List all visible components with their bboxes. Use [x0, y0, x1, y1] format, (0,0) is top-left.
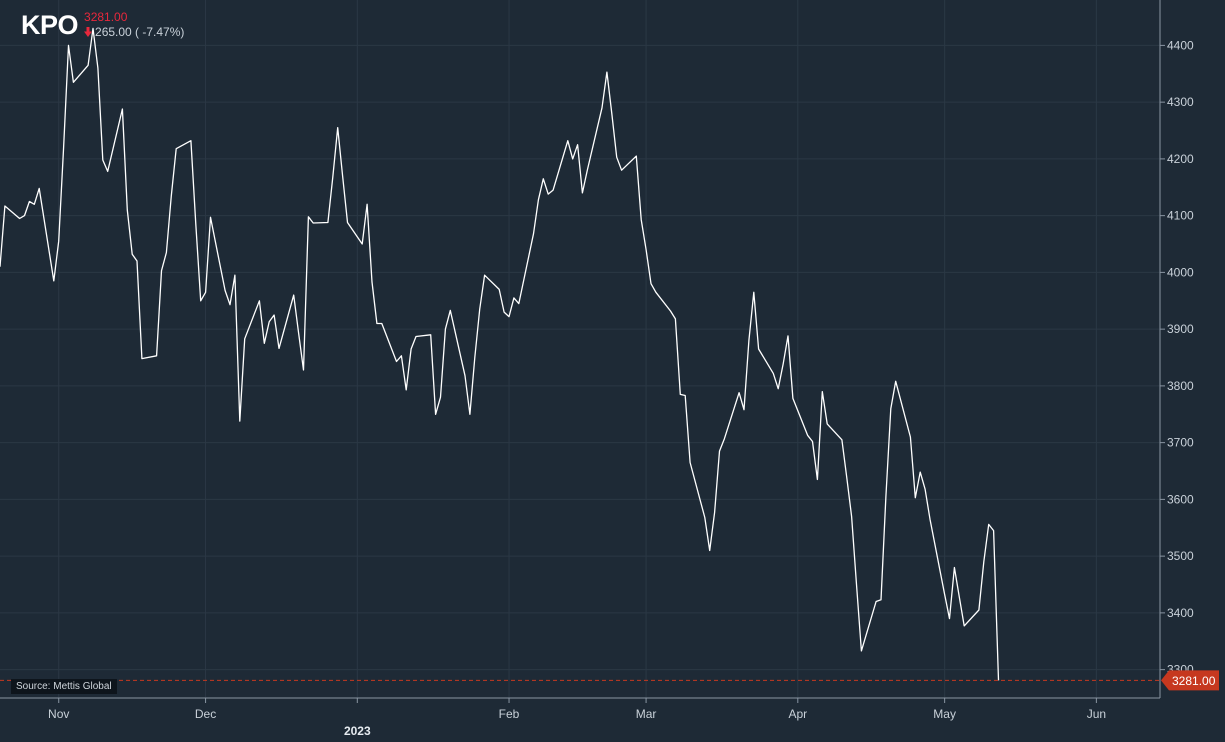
x-tick-label: Jun [1087, 707, 1106, 721]
last-price-marker: 3281.00 [0, 670, 1219, 691]
series-layer [0, 27, 1000, 681]
y-tick-label: 3600 [1167, 492, 1194, 506]
ticker-symbol: KPO [21, 10, 79, 40]
y-tick-label: 4100 [1167, 209, 1194, 223]
source-label: Source: Mettis Global [11, 679, 117, 694]
x-tick-label: Apr [788, 707, 807, 721]
change-row: 265.00 ( -7.47%) [84, 24, 184, 40]
quote-block: 3281.00 265.00 ( -7.47%) [84, 10, 184, 40]
x-tick-label: Feb [499, 707, 520, 721]
y-tick-label: 4400 [1167, 38, 1194, 52]
chart-header: KPO 3281.00 265.00 ( -7.47%) [21, 10, 184, 40]
y-tick-label: 3400 [1167, 606, 1194, 620]
x-tick-label: Nov [48, 707, 69, 721]
x-tick-label: Dec [195, 707, 216, 721]
y-tick-label: 3800 [1167, 379, 1194, 393]
y-tick-label: 3900 [1167, 322, 1194, 336]
last-price: 3281.00 [84, 10, 128, 24]
axis-layer: 4400 4300 4200 4100 4000 3900 3800 3700 3600 3500… [0, 0, 1194, 738]
price-line[interactable] [0, 27, 1000, 681]
y-tick-label: 3500 [1167, 549, 1194, 563]
x-tick-label: May [933, 707, 956, 721]
y-tick-label: 4300 [1167, 95, 1194, 109]
y-tick-label: 3700 [1167, 436, 1194, 450]
x-tick-label: Mar [636, 707, 657, 721]
y-tick-label: 4200 [1167, 152, 1194, 166]
last-price-tag-label: 3281.00 [1172, 674, 1216, 688]
last-price-tag [1161, 670, 1219, 691]
y-tick-label: 4000 [1167, 265, 1194, 279]
x-tick-label: 2023 [344, 724, 371, 738]
price-change: 265.00 ( -7.47%) [95, 25, 185, 39]
down-triangle-icon [84, 27, 93, 37]
grid-layer [0, 0, 1160, 698]
